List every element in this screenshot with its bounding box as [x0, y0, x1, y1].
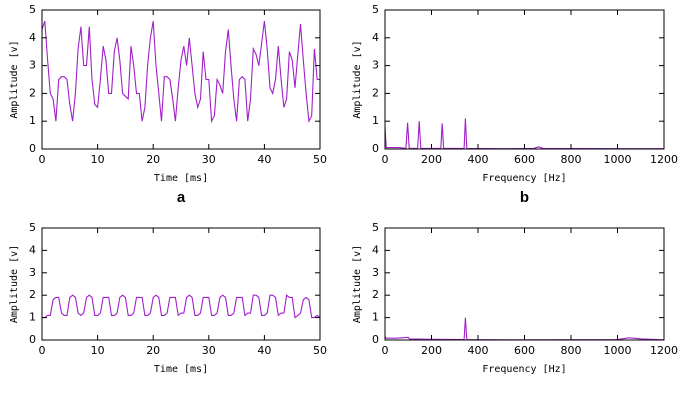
- x-axis-label: Frequency [Hz]: [482, 173, 566, 184]
- y-tick-label: 4: [29, 31, 36, 44]
- x-tick-label: 1000: [604, 153, 632, 166]
- signal-line: [42, 294, 321, 319]
- x-tick-label: 600: [514, 153, 535, 166]
- x-tick-label: 200: [421, 344, 442, 357]
- x-tick-label: 30: [202, 153, 216, 166]
- y-tick-label: 5: [29, 3, 36, 16]
- x-tick-label: 40: [257, 153, 271, 166]
- plot-frame: [384, 9, 665, 150]
- x-tick-label: 800: [561, 344, 582, 357]
- plot-frame: [41, 9, 321, 150]
- y-tick-label: 5: [29, 221, 36, 234]
- y-tick-label: 4: [29, 243, 36, 256]
- y-tick-label: 3: [29, 266, 36, 279]
- x-tick-label: 1200: [650, 153, 678, 166]
- x-tick-label: 1200: [650, 344, 678, 357]
- y-tick-label: 1: [29, 311, 36, 324]
- x-tick-label: 400: [468, 153, 489, 166]
- x-tick-label: 20: [146, 344, 160, 357]
- y-tick-label: 3: [29, 59, 36, 72]
- y-tick-label: 1: [29, 114, 36, 127]
- y-tick-label: 0: [29, 333, 36, 346]
- y-tick-label: 5: [372, 221, 379, 234]
- x-axis-label: Time [ms]: [154, 173, 208, 184]
- panel-label: a: [177, 189, 186, 206]
- y-tick-label: 4: [372, 243, 379, 256]
- x-tick-label: 50: [313, 153, 327, 166]
- x-tick-label: 0: [382, 344, 389, 357]
- x-tick-label: 800: [561, 153, 582, 166]
- signal-line: [384, 118, 664, 150]
- y-axis-label: Amplitude [v]: [9, 245, 20, 323]
- plot-frame: [384, 227, 665, 341]
- x-tick-label: 40: [257, 344, 271, 357]
- y-tick-label: 1: [372, 311, 379, 324]
- y-tick-label: 4: [372, 31, 379, 44]
- x-tick-label: 600: [514, 344, 535, 357]
- x-tick-label: 30: [202, 344, 216, 357]
- y-tick-label: 0: [372, 333, 379, 346]
- signal-line: [384, 317, 665, 341]
- x-tick-label: 20: [146, 153, 160, 166]
- y-tick-label: 5: [372, 3, 379, 16]
- x-tick-label: 0: [39, 153, 46, 166]
- y-tick-label: 1: [372, 114, 379, 127]
- x-tick-label: 0: [39, 344, 46, 357]
- y-tick-label: 3: [372, 59, 379, 72]
- plot-frame: [41, 227, 321, 341]
- y-tick-label: 3: [372, 266, 379, 279]
- panel-label: b: [520, 189, 529, 206]
- x-tick-label: 1000: [604, 344, 632, 357]
- y-axis-label: Amplitude [v]: [352, 40, 363, 118]
- x-tick-label: 10: [91, 344, 105, 357]
- x-tick-label: 10: [91, 153, 105, 166]
- y-tick-label: 0: [372, 142, 379, 155]
- y-tick-label: 2: [372, 86, 379, 99]
- signal-line: [41, 20, 320, 124]
- y-axis-label: Amplitude [v]: [352, 245, 363, 323]
- x-tick-label: 400: [468, 344, 489, 357]
- y-tick-label: 2: [372, 288, 379, 301]
- x-tick-label: 0: [382, 153, 389, 166]
- y-tick-label: 0: [29, 142, 36, 155]
- x-axis-label: Frequency [Hz]: [482, 364, 566, 375]
- x-tick-label: 50: [313, 344, 327, 357]
- x-axis-label: Time [ms]: [154, 364, 208, 375]
- y-tick-label: 2: [29, 288, 36, 301]
- y-axis-label: Amplitude [v]: [9, 40, 20, 118]
- x-tick-label: 200: [421, 153, 442, 166]
- y-tick-label: 2: [29, 86, 36, 99]
